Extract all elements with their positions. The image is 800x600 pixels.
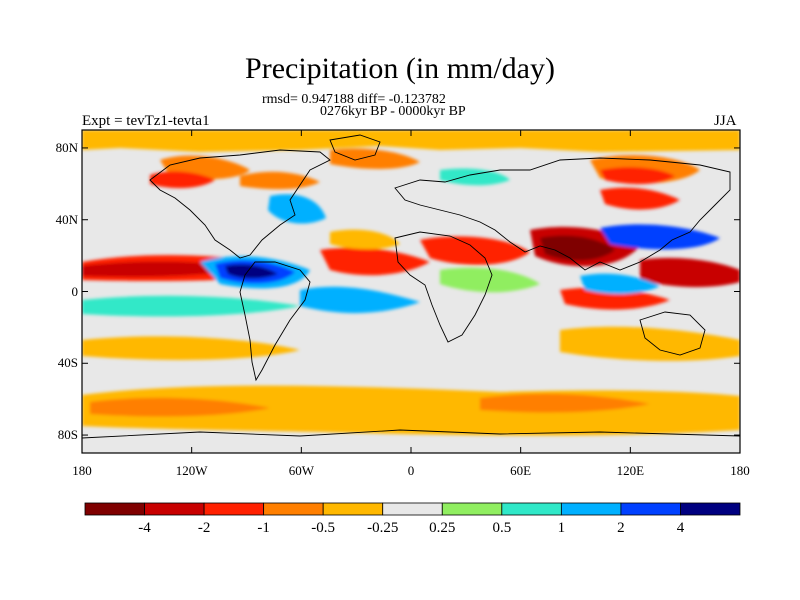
- colorbar-swatch: [680, 502, 741, 516]
- colorbar-swatch: [322, 502, 384, 516]
- southern-indian-midlat: [560, 326, 740, 361]
- colorbar-label: -0.25: [367, 520, 399, 536]
- east-asia-wet: [600, 224, 720, 250]
- colorbar-swatch: [84, 502, 145, 516]
- europe-wet: [440, 168, 510, 186]
- africa-coast: [394, 231, 493, 343]
- colorbar-label: -1: [257, 520, 270, 536]
- lon-tick-label: 180: [72, 463, 92, 478]
- west-pacific-dry: [640, 257, 740, 288]
- time-period-label: 0276kyr BP - 0000kyr BP: [320, 104, 466, 119]
- atlantic-south-wet: [300, 286, 420, 314]
- north-america-coast: [149, 149, 331, 259]
- colorbar-swatch: [263, 502, 324, 516]
- southern-ocean-core-2: [480, 393, 650, 413]
- lat-tick-label: 80N: [55, 139, 78, 155]
- precipitation-anomaly-field: [82, 130, 740, 436]
- siberia-core: [600, 167, 675, 185]
- lon-tick-label: 60E: [510, 463, 532, 478]
- coastlines: [82, 134, 740, 439]
- north-atlantic-anomaly: [330, 148, 420, 169]
- colorbar: [84, 502, 741, 516]
- us-east-wet-outer: [268, 194, 326, 224]
- lon-tick-label: 120W: [175, 463, 208, 478]
- lon-tick-label: 120E: [616, 463, 645, 478]
- lat-tick-label: 0: [71, 283, 79, 299]
- india-dry-core: [540, 235, 615, 261]
- central-asia-dry: [600, 187, 680, 210]
- colorbar-swatch: [560, 502, 622, 516]
- colorbar-label: -4: [138, 520, 151, 536]
- season-label: JJA: [714, 113, 737, 129]
- lon-tick-label: 0: [407, 463, 415, 478]
- colorbar-label: -0.5: [311, 520, 336, 536]
- sahel-dry: [420, 236, 530, 265]
- experiment-label: Expt = tevTz1-tevta1: [82, 113, 210, 129]
- lat-tick-label: 80S: [57, 427, 78, 443]
- maritime-continent-wet: [580, 273, 660, 295]
- eurasia-coast: [394, 157, 731, 271]
- colorbar-swatch: [501, 502, 562, 516]
- australia-coast: [639, 311, 706, 356]
- colorbar-label: 0.5: [492, 520, 512, 536]
- colorbar-swatch: [620, 502, 681, 516]
- axis-ticks: [81, 130, 741, 453]
- antarctica-coast: [82, 429, 740, 439]
- east-pacific-wet-max: [225, 264, 278, 279]
- lon-tick-label: 180: [730, 463, 750, 478]
- lon-tick-label: 60W: [288, 463, 314, 478]
- arctic-band: [82, 130, 740, 152]
- caribbean-anomaly: [330, 229, 400, 250]
- atlantic-itcz-dry: [320, 247, 430, 276]
- indian-ocean-dry: [560, 287, 670, 310]
- south-america-coast: [239, 261, 311, 382]
- greenland-coast: [329, 134, 381, 161]
- rmsd-diff-stats: rmsd= 0.947188 diff= -0.123782: [262, 92, 446, 107]
- south-pacific-wet: [82, 295, 300, 317]
- colorbar-swatch: [382, 502, 443, 516]
- south-pacific-midlat: [82, 336, 300, 360]
- colorbar-label: 4: [676, 520, 685, 536]
- ne-pacific-core: [150, 171, 215, 189]
- map-title: Precipitation (in mm/day): [245, 52, 555, 85]
- colorbar-swatch: [441, 502, 503, 516]
- colorbar-swatch: [144, 502, 205, 516]
- southern-ocean-core-1: [90, 397, 270, 417]
- colorbar-label: 2: [617, 520, 625, 536]
- lat-tick-label: 40N: [55, 211, 78, 227]
- colorbar-label: 0.25: [429, 520, 456, 536]
- colorbar-swatch: [203, 502, 265, 516]
- lat-tick-label: 40S: [57, 355, 78, 371]
- colorbar-label: -2: [197, 520, 211, 536]
- colorbar-label: 1: [557, 520, 566, 536]
